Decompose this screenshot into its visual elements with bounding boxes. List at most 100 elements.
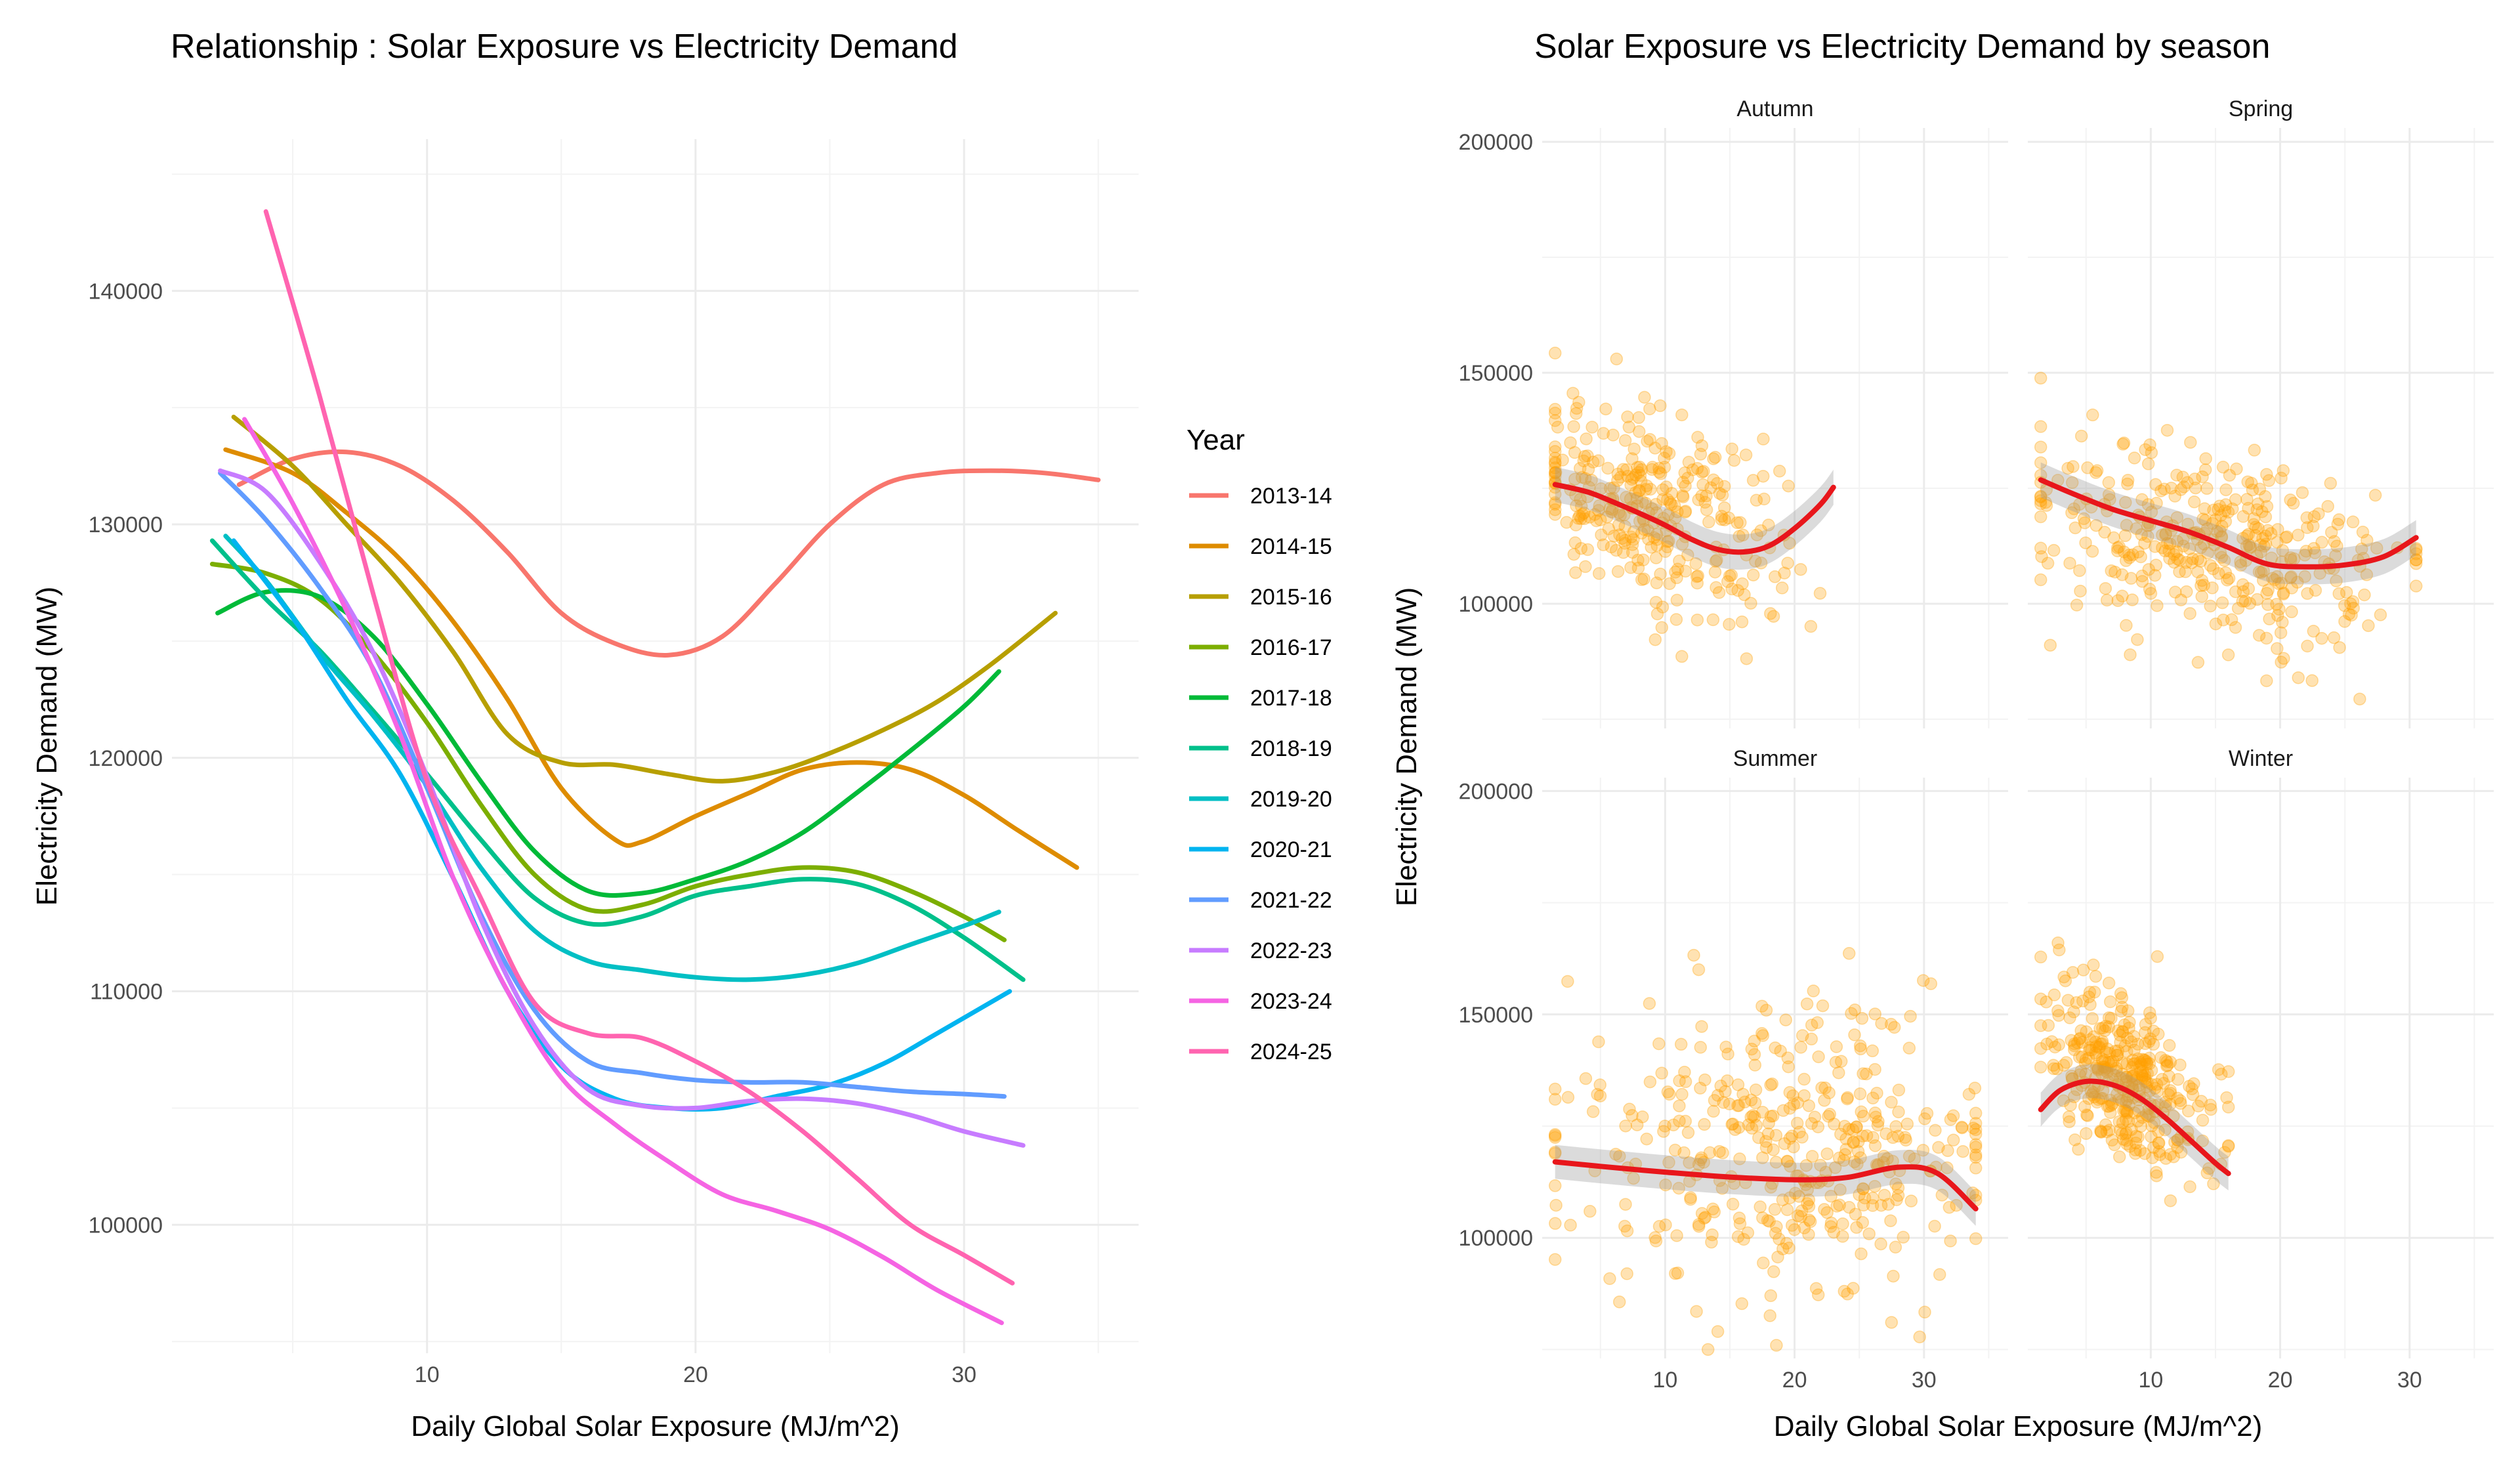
scatter-point [1755, 999, 1769, 1013]
scatter-point [2087, 958, 2100, 972]
scatter-point [2213, 499, 2227, 513]
scatter-point [2307, 625, 2320, 638]
scatter-point [1836, 1217, 1849, 1230]
scatter-point [2272, 577, 2286, 591]
scatter-point [1899, 1133, 1912, 1147]
scatter-point [1820, 1206, 1834, 1219]
scatter-point [2327, 631, 2341, 644]
scatter-point [2221, 648, 2235, 662]
scatter-point [2096, 1055, 2109, 1068]
scatter-point [1560, 516, 1573, 529]
scatter-point [1690, 1305, 1703, 1318]
scatter-point [1767, 610, 1780, 623]
scatter-point [2291, 576, 2304, 589]
scatter-point [1781, 1155, 1794, 1168]
scatter-point [2240, 493, 2254, 506]
series-line-2022-23 [218, 468, 1026, 1148]
scatter-point [1675, 408, 1689, 421]
series-line-2021-22 [218, 471, 1007, 1099]
scatter-point [2068, 1039, 2081, 1053]
scatter-point [1763, 1215, 1776, 1228]
scatter-point [1626, 545, 1639, 559]
scatter-point [1904, 1194, 1918, 1208]
scatter-point [2260, 587, 2273, 600]
scatter-point [1626, 538, 1639, 551]
scatter-point [2279, 531, 2292, 544]
scatter-point [1548, 1128, 1562, 1141]
scatter-point [1779, 1013, 1792, 1026]
scatter-point [1791, 1209, 1805, 1223]
scatter-point [1784, 1160, 1797, 1173]
scatter-point [2034, 541, 2048, 555]
scatter-point [1872, 1115, 1885, 1128]
series-line-2018-19 [209, 538, 1026, 982]
scatter-point [2120, 1070, 2133, 1084]
scatter-point [2101, 1042, 2114, 1055]
scatter-point [2145, 1119, 2158, 1133]
scatter-point [2044, 639, 2057, 652]
scatter-point [1769, 1227, 1782, 1240]
scatter-point [1690, 576, 1704, 590]
scatter-point [1709, 555, 1723, 568]
scatter-point [2034, 456, 2048, 469]
scatter-point [1661, 493, 1674, 506]
scatter-point [2143, 1110, 2156, 1124]
scatter-point [1841, 1288, 1854, 1301]
scatter-point [1969, 1141, 1983, 1154]
y-tick-label: 150000 [1459, 361, 1533, 386]
scatter-point [1548, 1253, 1562, 1266]
scatter-point [1691, 569, 1705, 583]
scatter-point [2118, 1039, 2132, 1053]
scatter-point [2152, 1125, 2165, 1138]
scatter-point [1969, 1138, 1983, 1151]
scatter-point [2065, 1034, 2078, 1047]
scatter-point [1631, 553, 1645, 567]
scatter-point [1818, 1094, 1831, 1107]
scatter-point [2330, 574, 2343, 587]
scatter-point [2143, 1051, 2156, 1065]
scatter-point [2051, 1004, 2065, 1018]
scatter-point [1853, 1087, 1867, 1101]
scatter-point [1764, 607, 1777, 620]
scatter-point [2114, 1071, 2127, 1085]
scatter-point [2116, 1133, 2130, 1146]
scatter-point [1944, 1234, 1957, 1248]
scatter-point [1602, 522, 1616, 536]
scatter-point [1900, 1118, 1914, 1131]
scatter-point [2252, 522, 2265, 536]
scatter-point [1650, 539, 1664, 553]
scatter-point [1932, 1141, 1945, 1154]
scatter-point [2076, 994, 2090, 1008]
scatter-point [2047, 1059, 2060, 1072]
scatter-point [1578, 450, 1591, 463]
scatter-point [1800, 998, 1814, 1011]
scatter-point [2171, 1133, 2185, 1147]
scatter-point [2094, 1092, 2108, 1105]
scatter-point [2171, 1133, 2184, 1146]
scatter-point [2145, 1064, 2158, 1077]
scatter-point [1695, 489, 1708, 503]
scatter-point [2179, 556, 2193, 569]
scatter-point [2159, 1095, 2172, 1109]
scatter-point [2134, 1120, 2147, 1133]
scatter-point [2259, 510, 2273, 524]
scatter-point [1690, 613, 1704, 627]
scatter-point [2271, 536, 2284, 549]
scatter-point [2034, 490, 2048, 504]
x-tick-label: 20 [1782, 1368, 1807, 1393]
scatter-point [1599, 402, 1612, 415]
scatter-point [1841, 1092, 1854, 1106]
scatter-point [2180, 585, 2193, 598]
scatter-point [1824, 1216, 1838, 1230]
scatter-point [2164, 1055, 2177, 1069]
scatter-point [1694, 1153, 1708, 1167]
scatter-point [1735, 615, 1749, 629]
scatter-point [1711, 1325, 1725, 1338]
left-chart-title: Relationship : Solar Exposure vs Electri… [171, 28, 957, 66]
scatter-point [1839, 1132, 1853, 1146]
scatter-point [1638, 390, 1651, 404]
scatter-point [1754, 1200, 1767, 1213]
scatter-point [1618, 520, 1631, 533]
scatter-point [1738, 588, 1751, 602]
scatter-point [2081, 461, 2094, 474]
